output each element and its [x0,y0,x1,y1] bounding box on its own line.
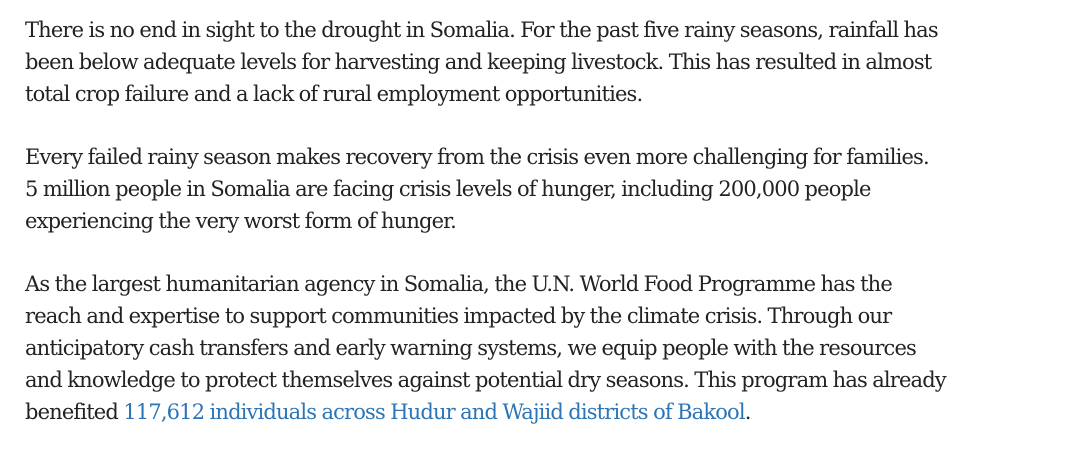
text-line: and knowledge to protect themselves agai… [25,368,947,392]
text-line: total crop failure and a lack of rural e… [25,82,643,106]
text-line: There is no end in sight to the drought … [25,18,939,42]
paragraph-wfp-response: As the largest humanitarian agency in So… [25,268,947,428]
text-line: Every failed rainy season makes recovery… [25,145,930,169]
text-line: 5 million people in Somalia are facing c… [25,177,871,201]
text-line: reach and expertise to support communiti… [25,304,892,328]
link-suffix-text: . [744,400,752,424]
beneficiaries-link[interactable]: 117,612 individuals across Hudur and Waj… [123,400,745,424]
text-line-with-link: benefited 117,612 individuals across Hud… [25,396,946,428]
text-line: anticipatory cash transfers and early wa… [25,336,917,360]
text-line: been below adequate levels for harvestin… [25,50,932,74]
paragraph-drought: There is no end in sight to the drought … [25,14,939,110]
paragraph-hunger: Every failed rainy season makes recovery… [25,141,930,237]
text-line: As the largest humanitarian agency in So… [25,272,893,296]
text-line: experiencing the very worst form of hung… [25,209,457,233]
link-prefix-text: benefited [25,400,124,424]
